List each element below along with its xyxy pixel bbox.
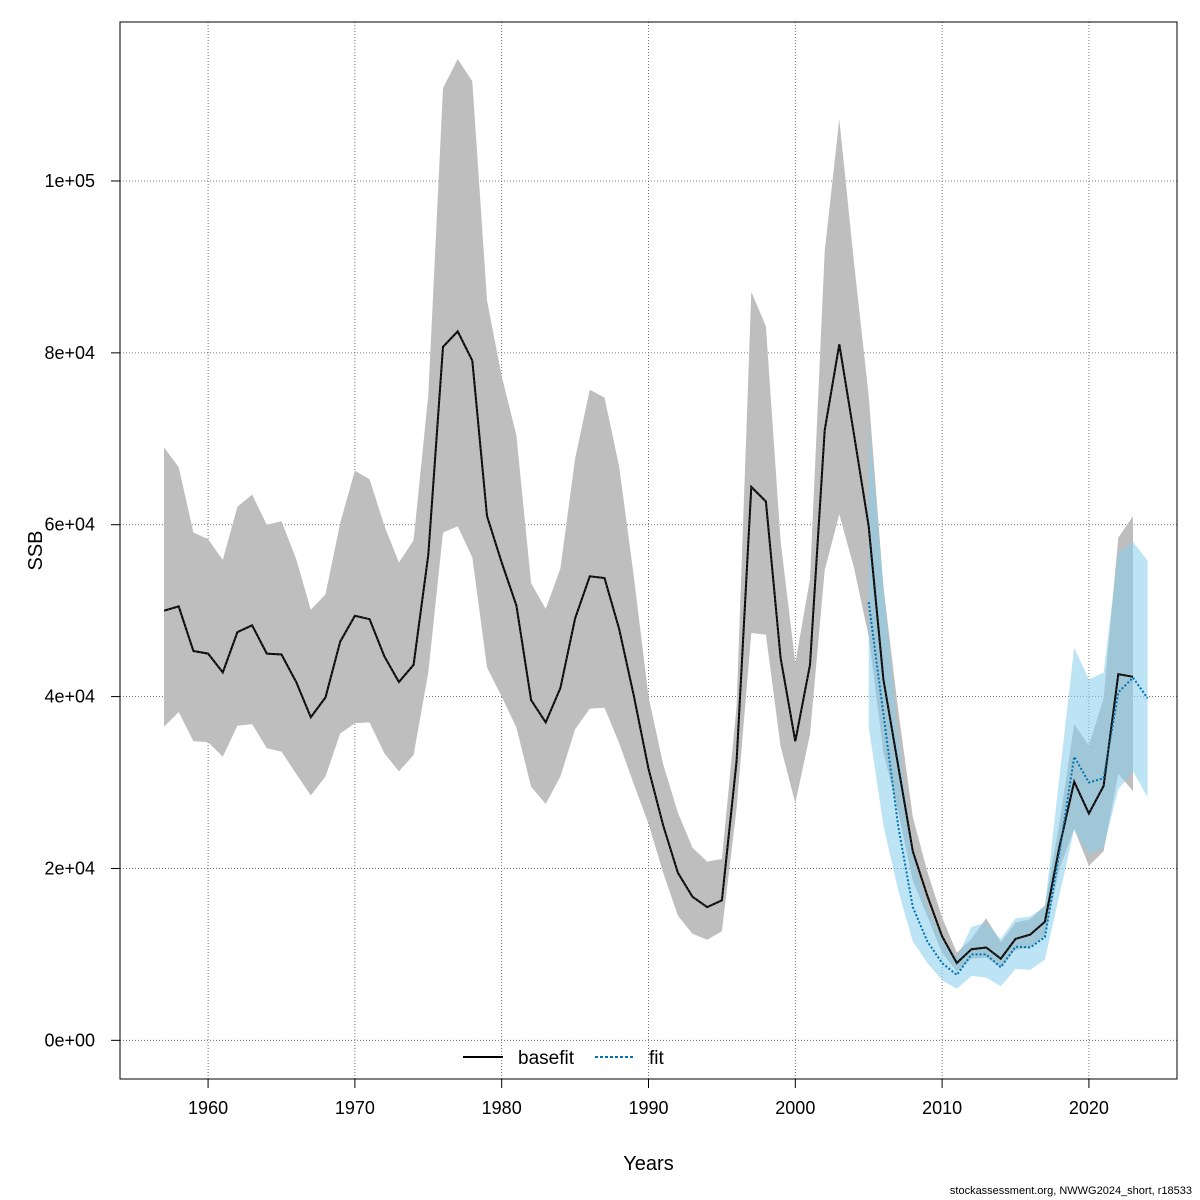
y-tick-label: 0e+00 bbox=[44, 1030, 95, 1050]
x-axis: 1960 1970 1980 1990 2000 2010 2020 bbox=[188, 1078, 1109, 1118]
confidence-bands bbox=[164, 59, 1148, 989]
x-tick-label: 1970 bbox=[335, 1098, 375, 1118]
y-axis: 0e+00 2e+04 4e+04 6e+04 8e+04 1e+05 bbox=[44, 171, 120, 1050]
x-tick-label: 1980 bbox=[482, 1098, 522, 1118]
y-axis-title: SSB bbox=[25, 530, 47, 570]
legend: basefit fit bbox=[463, 1048, 665, 1069]
legend-label-fit: fit bbox=[649, 1048, 665, 1069]
y-tick-label: 6e+04 bbox=[44, 515, 95, 535]
series-line-fit bbox=[867, 601, 1149, 977]
y-tick-label: 2e+04 bbox=[44, 858, 95, 878]
confidence-band-fit bbox=[868, 421, 1148, 989]
series-lines bbox=[163, 329, 1149, 977]
legend-label-basefit: basefit bbox=[518, 1048, 575, 1069]
x-tick-label: 1960 bbox=[188, 1098, 228, 1118]
x-tick-label: 2000 bbox=[775, 1098, 815, 1118]
series-line-overlay bbox=[163, 330, 1134, 964]
y-tick-label: 1e+05 bbox=[44, 171, 95, 191]
footer-credit: stockassessment.org, NWWG2024_short, r18… bbox=[949, 1185, 1192, 1197]
y-tick-label: 4e+04 bbox=[44, 687, 95, 707]
x-axis-title: Years bbox=[623, 1153, 673, 1175]
confidence-band-basefit bbox=[164, 59, 1133, 972]
x-tick-label: 2010 bbox=[922, 1098, 962, 1118]
y-tick-label: 8e+04 bbox=[44, 343, 95, 363]
x-tick-label: 2020 bbox=[1069, 1098, 1109, 1118]
x-tick-label: 1990 bbox=[628, 1098, 668, 1118]
